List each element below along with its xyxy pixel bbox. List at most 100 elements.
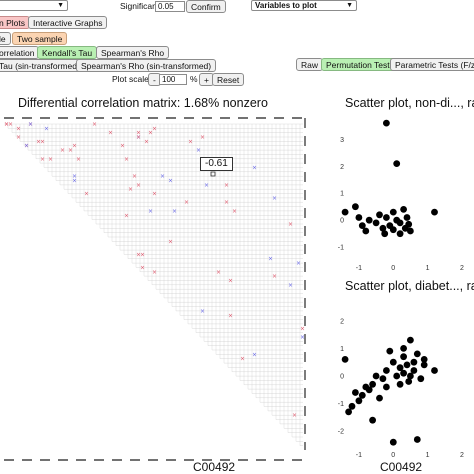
left-select[interactable]: ▼ [0, 0, 68, 11]
positive-cell: × [40, 138, 45, 145]
negative-cell: × [172, 208, 177, 215]
scatter-bottom-point [389, 358, 397, 366]
scatter-bottom-point [400, 369, 407, 377]
scatter-bottom-point [431, 367, 438, 374]
scatter-bottom-x-tick: 0 [391, 452, 395, 459]
scatter-bottom-point [386, 347, 394, 355]
positive-cell: × [4, 121, 9, 128]
spearman-sin-button[interactable]: Spearman's Rho (sin-transformed) [76, 59, 217, 72]
positive-cell: × [132, 173, 137, 180]
scatter-top-point [389, 208, 397, 216]
scatter-bottom-point [376, 394, 383, 402]
positive-cell: × [28, 121, 33, 128]
chevron-down-icon: ▼ [57, 2, 64, 9]
scatter-bottom-point [413, 350, 421, 358]
scatter-bottom-point [369, 380, 376, 388]
scatter-bottom-x-tick: -1 [356, 452, 362, 459]
scatter-bottom-point [396, 380, 404, 388]
negative-cell: × [148, 208, 153, 215]
spearman-rho-button[interactable]: Spearman's Rho [96, 46, 170, 59]
scatter-bottom-point [396, 364, 404, 372]
positive-cell: × [124, 156, 129, 163]
scatter-top-point [376, 211, 383, 219]
positive-cell: × [136, 251, 141, 258]
scatter-top-point [358, 222, 366, 230]
scatter-top-point [407, 227, 414, 235]
scatter-top-x-tick: -1 [356, 265, 362, 272]
negative-cell: × [200, 308, 205, 315]
scatter-top-point [383, 119, 390, 127]
significance-label: Significance level: [120, 1, 188, 11]
negative-cell: × [272, 195, 277, 202]
positive-cell: × [232, 208, 237, 215]
scatter-top-y-tick: 3 [340, 137, 344, 144]
permutation-tests-button[interactable]: Permutation Tests [321, 58, 399, 71]
matrix-grid-lines [4, 123, 303, 446]
scatter-bottom-point [417, 375, 425, 383]
scatter-bottom-point [355, 397, 363, 405]
reset-button[interactable]: Reset [212, 73, 245, 86]
scatter-bottom-point [410, 367, 418, 374]
scatter-bottom-point [393, 372, 401, 380]
positive-cell: × [136, 182, 141, 189]
scatter-bottom-point [420, 356, 428, 363]
positive-cell: × [152, 125, 157, 132]
scatter-top-x-tick: 1 [426, 265, 430, 272]
positive-cell: × [216, 269, 221, 276]
scatter-bottom-x-tick: 2 [460, 452, 464, 459]
positive-cell: × [148, 130, 153, 137]
scatter-bottom-title: Scatter plot, diabet..., raw [345, 279, 474, 293]
scatter-bottom-point [410, 358, 418, 366]
positive-cell: × [272, 273, 277, 280]
positive-cell: × [188, 138, 193, 145]
scatter-bottom-point [383, 383, 390, 391]
confirm-button[interactable]: Confirm [186, 0, 226, 13]
positive-cell: × [292, 412, 297, 419]
plot-scale-label: Plot scale: [112, 74, 152, 84]
positive-cell: × [140, 264, 145, 271]
scatter-bottom-y-tick: -2 [338, 429, 344, 436]
negative-cell: × [252, 351, 257, 358]
scatter-bottom-point [389, 438, 397, 446]
scatter-top-point [341, 208, 349, 216]
positive-cell: × [108, 130, 113, 137]
negative-cell: × [28, 121, 33, 128]
scatter-bottom-x-axis-label: C00492 [380, 460, 423, 474]
negative-cell: × [252, 164, 257, 171]
negative-cell: × [44, 125, 49, 132]
two-sample-button[interactable]: Two sample [12, 32, 68, 45]
scatter-bottom-y-tick: -1 [338, 401, 344, 408]
positive-cell: × [48, 156, 53, 163]
positive-cell: × [136, 130, 141, 137]
positive-cell: × [152, 269, 157, 276]
scatter-top-point [365, 216, 373, 224]
positive-cell: × [288, 221, 293, 228]
significance-input[interactable]: 0.05 [155, 1, 185, 12]
positive-cell: × [68, 147, 73, 154]
positive-cell: × [200, 134, 205, 141]
one-sample-button[interactable]: le [0, 32, 11, 45]
scatter-top-y-tick: 1 [340, 191, 344, 198]
negative-cell: × [168, 178, 173, 185]
positive-cell: × [16, 125, 21, 132]
positive-cell: × [120, 143, 125, 150]
negative-cell: × [296, 260, 301, 267]
scatter-top-point [383, 214, 390, 221]
positive-cell: × [240, 356, 245, 363]
scatter-bottom-x-tick: 1 [426, 452, 430, 459]
positive-cell: × [4, 121, 9, 128]
scatter-bottom-point [400, 353, 407, 361]
scatter-bottom-point [403, 361, 411, 369]
scatter-top-x-tick: 2 [460, 265, 464, 272]
parametric-tests-button[interactable]: Parametric Tests (F/z) [390, 58, 474, 71]
scatter-top-point [379, 224, 387, 232]
tab-interactive-graphs[interactable]: Interactive Graphs [28, 16, 108, 29]
positive-cell: × [224, 199, 229, 206]
selected-cell [210, 171, 216, 177]
scale-input[interactable]: 100 [159, 74, 187, 85]
scatter-top-point [381, 230, 389, 238]
scatter-top-y-tick: 0 [340, 218, 344, 225]
variables-select[interactable]: Variables to plot ▼ [251, 0, 357, 11]
